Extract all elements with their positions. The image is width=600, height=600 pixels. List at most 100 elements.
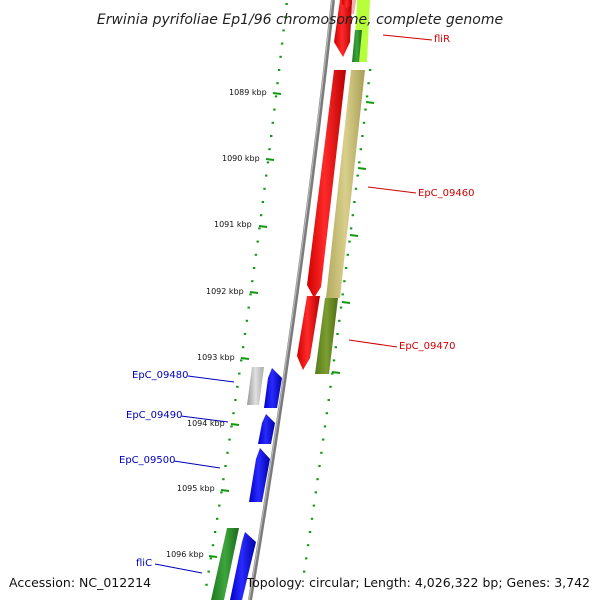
minor-tick bbox=[346, 253, 349, 256]
minor-tick bbox=[359, 148, 362, 151]
gene-label-EpC_09460[interactable]: EpC_09460 bbox=[418, 188, 474, 199]
minor-tick bbox=[263, 187, 266, 190]
gene-arrow-EpC_09500[interactable] bbox=[249, 448, 270, 502]
minor-tick bbox=[254, 253, 258, 256]
minor-tick bbox=[251, 280, 254, 283]
minor-tick bbox=[323, 425, 327, 428]
minor-tick bbox=[268, 148, 271, 151]
minor-tick bbox=[365, 95, 369, 98]
minor-tick bbox=[353, 201, 356, 203]
minor-tick bbox=[322, 438, 325, 441]
minor-tick bbox=[344, 267, 348, 269]
minor-tick bbox=[362, 121, 366, 124]
minor-tick bbox=[211, 544, 215, 547]
minor-tick bbox=[318, 465, 321, 467]
minor-tick bbox=[306, 544, 310, 547]
gene-label-EpC_09500[interactable]: EpC_09500 bbox=[119, 455, 175, 466]
gene-arrow-fliC[interactable] bbox=[230, 532, 256, 600]
minor-tick bbox=[222, 478, 225, 481]
minor-tick bbox=[354, 187, 358, 190]
minor-tick bbox=[245, 319, 249, 322]
genome-summary-text: Topology: circular; Length: 4,026,322 bp… bbox=[246, 575, 590, 590]
minor-tick bbox=[341, 293, 344, 296]
tick-dots bbox=[205, 3, 372, 586]
minor-tick bbox=[285, 3, 288, 5]
plus-strand-features bbox=[297, 0, 370, 374]
map-title: Erwinia pyrifoliae Ep1/96 chromosome, co… bbox=[97, 12, 503, 28]
gene-label-EpC_09470[interactable]: EpC_09470 bbox=[399, 341, 455, 352]
minor-tick bbox=[338, 319, 341, 322]
minor-tick bbox=[334, 346, 337, 349]
minor-tick bbox=[213, 531, 217, 533]
minor-tick bbox=[339, 306, 343, 309]
cog-bar-EpC_09460 bbox=[326, 70, 365, 298]
minor-tick bbox=[243, 333, 247, 335]
minor-tick bbox=[274, 95, 278, 98]
cog-bar-EpC_09470 bbox=[315, 298, 338, 374]
minor-tick bbox=[303, 570, 306, 573]
minor-tick bbox=[282, 29, 285, 32]
gene-arrow-fliR-top[interactable] bbox=[342, 0, 352, 8]
gene-label-EpC_09490[interactable]: EpC_09490 bbox=[126, 410, 182, 421]
minor-tick bbox=[252, 267, 256, 269]
minor-tick bbox=[329, 385, 332, 388]
minor-tick bbox=[234, 399, 237, 401]
minor-tick bbox=[259, 214, 263, 217]
gene-label-fliR[interactable]: fliR bbox=[434, 34, 450, 45]
tick-label: 1093 kbp bbox=[197, 353, 235, 362]
minor-tick bbox=[270, 135, 273, 137]
minor-tick bbox=[238, 372, 241, 375]
tick-labels: 1089 kbp 1090 kbp 1091 kbp 1092 kbp 1093… bbox=[166, 88, 267, 559]
gene-arrow-EpC_09470[interactable] bbox=[297, 296, 320, 370]
minor-tick bbox=[367, 82, 370, 85]
gene-arrow-EpC_09460[interactable] bbox=[307, 70, 346, 298]
minor-tick bbox=[368, 69, 372, 71]
minor-tick bbox=[358, 161, 361, 164]
minor-tick bbox=[224, 465, 227, 467]
minor-tick bbox=[351, 214, 354, 217]
minor-tick bbox=[320, 451, 323, 454]
minor-tick bbox=[240, 359, 243, 362]
minor-tick bbox=[348, 240, 351, 243]
minor-tick bbox=[331, 372, 334, 375]
minor-tick bbox=[277, 69, 281, 71]
minor-tick bbox=[305, 557, 308, 560]
minor-tick bbox=[249, 293, 252, 296]
tick-label: 1096 kbp bbox=[166, 550, 204, 559]
backbone-ring bbox=[248, 0, 335, 600]
minor-tick bbox=[220, 491, 223, 494]
minor-tick bbox=[308, 531, 312, 533]
minor-tick bbox=[325, 412, 329, 415]
accession-text: Accession: NC_012214 bbox=[9, 575, 151, 590]
minor-tick bbox=[261, 201, 265, 203]
callout-lines bbox=[154, 34, 433, 574]
minor-tick bbox=[236, 385, 239, 388]
minor-tick bbox=[310, 517, 314, 520]
minor-tick bbox=[226, 451, 229, 454]
gene-label-fliC[interactable]: fliC bbox=[136, 558, 152, 569]
minor-tick bbox=[356, 174, 359, 177]
minor-tick bbox=[312, 504, 316, 507]
tick-label: 1094 kbp bbox=[187, 419, 225, 428]
minor-tick bbox=[258, 227, 261, 230]
minor-tick bbox=[279, 55, 282, 58]
minor-tick bbox=[207, 570, 210, 573]
gene-arrow-EpC_09480[interactable] bbox=[264, 368, 282, 408]
gene-arrow-EpC_09490[interactable] bbox=[258, 414, 275, 444]
minus-strand-features bbox=[211, 367, 282, 600]
minor-tick bbox=[314, 491, 317, 494]
minor-tick bbox=[283, 16, 287, 19]
minor-tick bbox=[241, 346, 245, 349]
minor-tick bbox=[280, 42, 284, 45]
minor-tick bbox=[316, 478, 319, 481]
tick-label: 1095 kbp bbox=[177, 484, 215, 493]
minor-tick bbox=[265, 174, 268, 177]
minor-tick bbox=[228, 438, 231, 441]
minor-tick bbox=[343, 280, 346, 283]
gene-label-EpC_09480[interactable]: EpC_09480 bbox=[132, 370, 188, 381]
gene-arrow-top-red[interactable] bbox=[334, 0, 352, 57]
minor-tick bbox=[247, 306, 250, 309]
minor-tick bbox=[327, 399, 330, 401]
